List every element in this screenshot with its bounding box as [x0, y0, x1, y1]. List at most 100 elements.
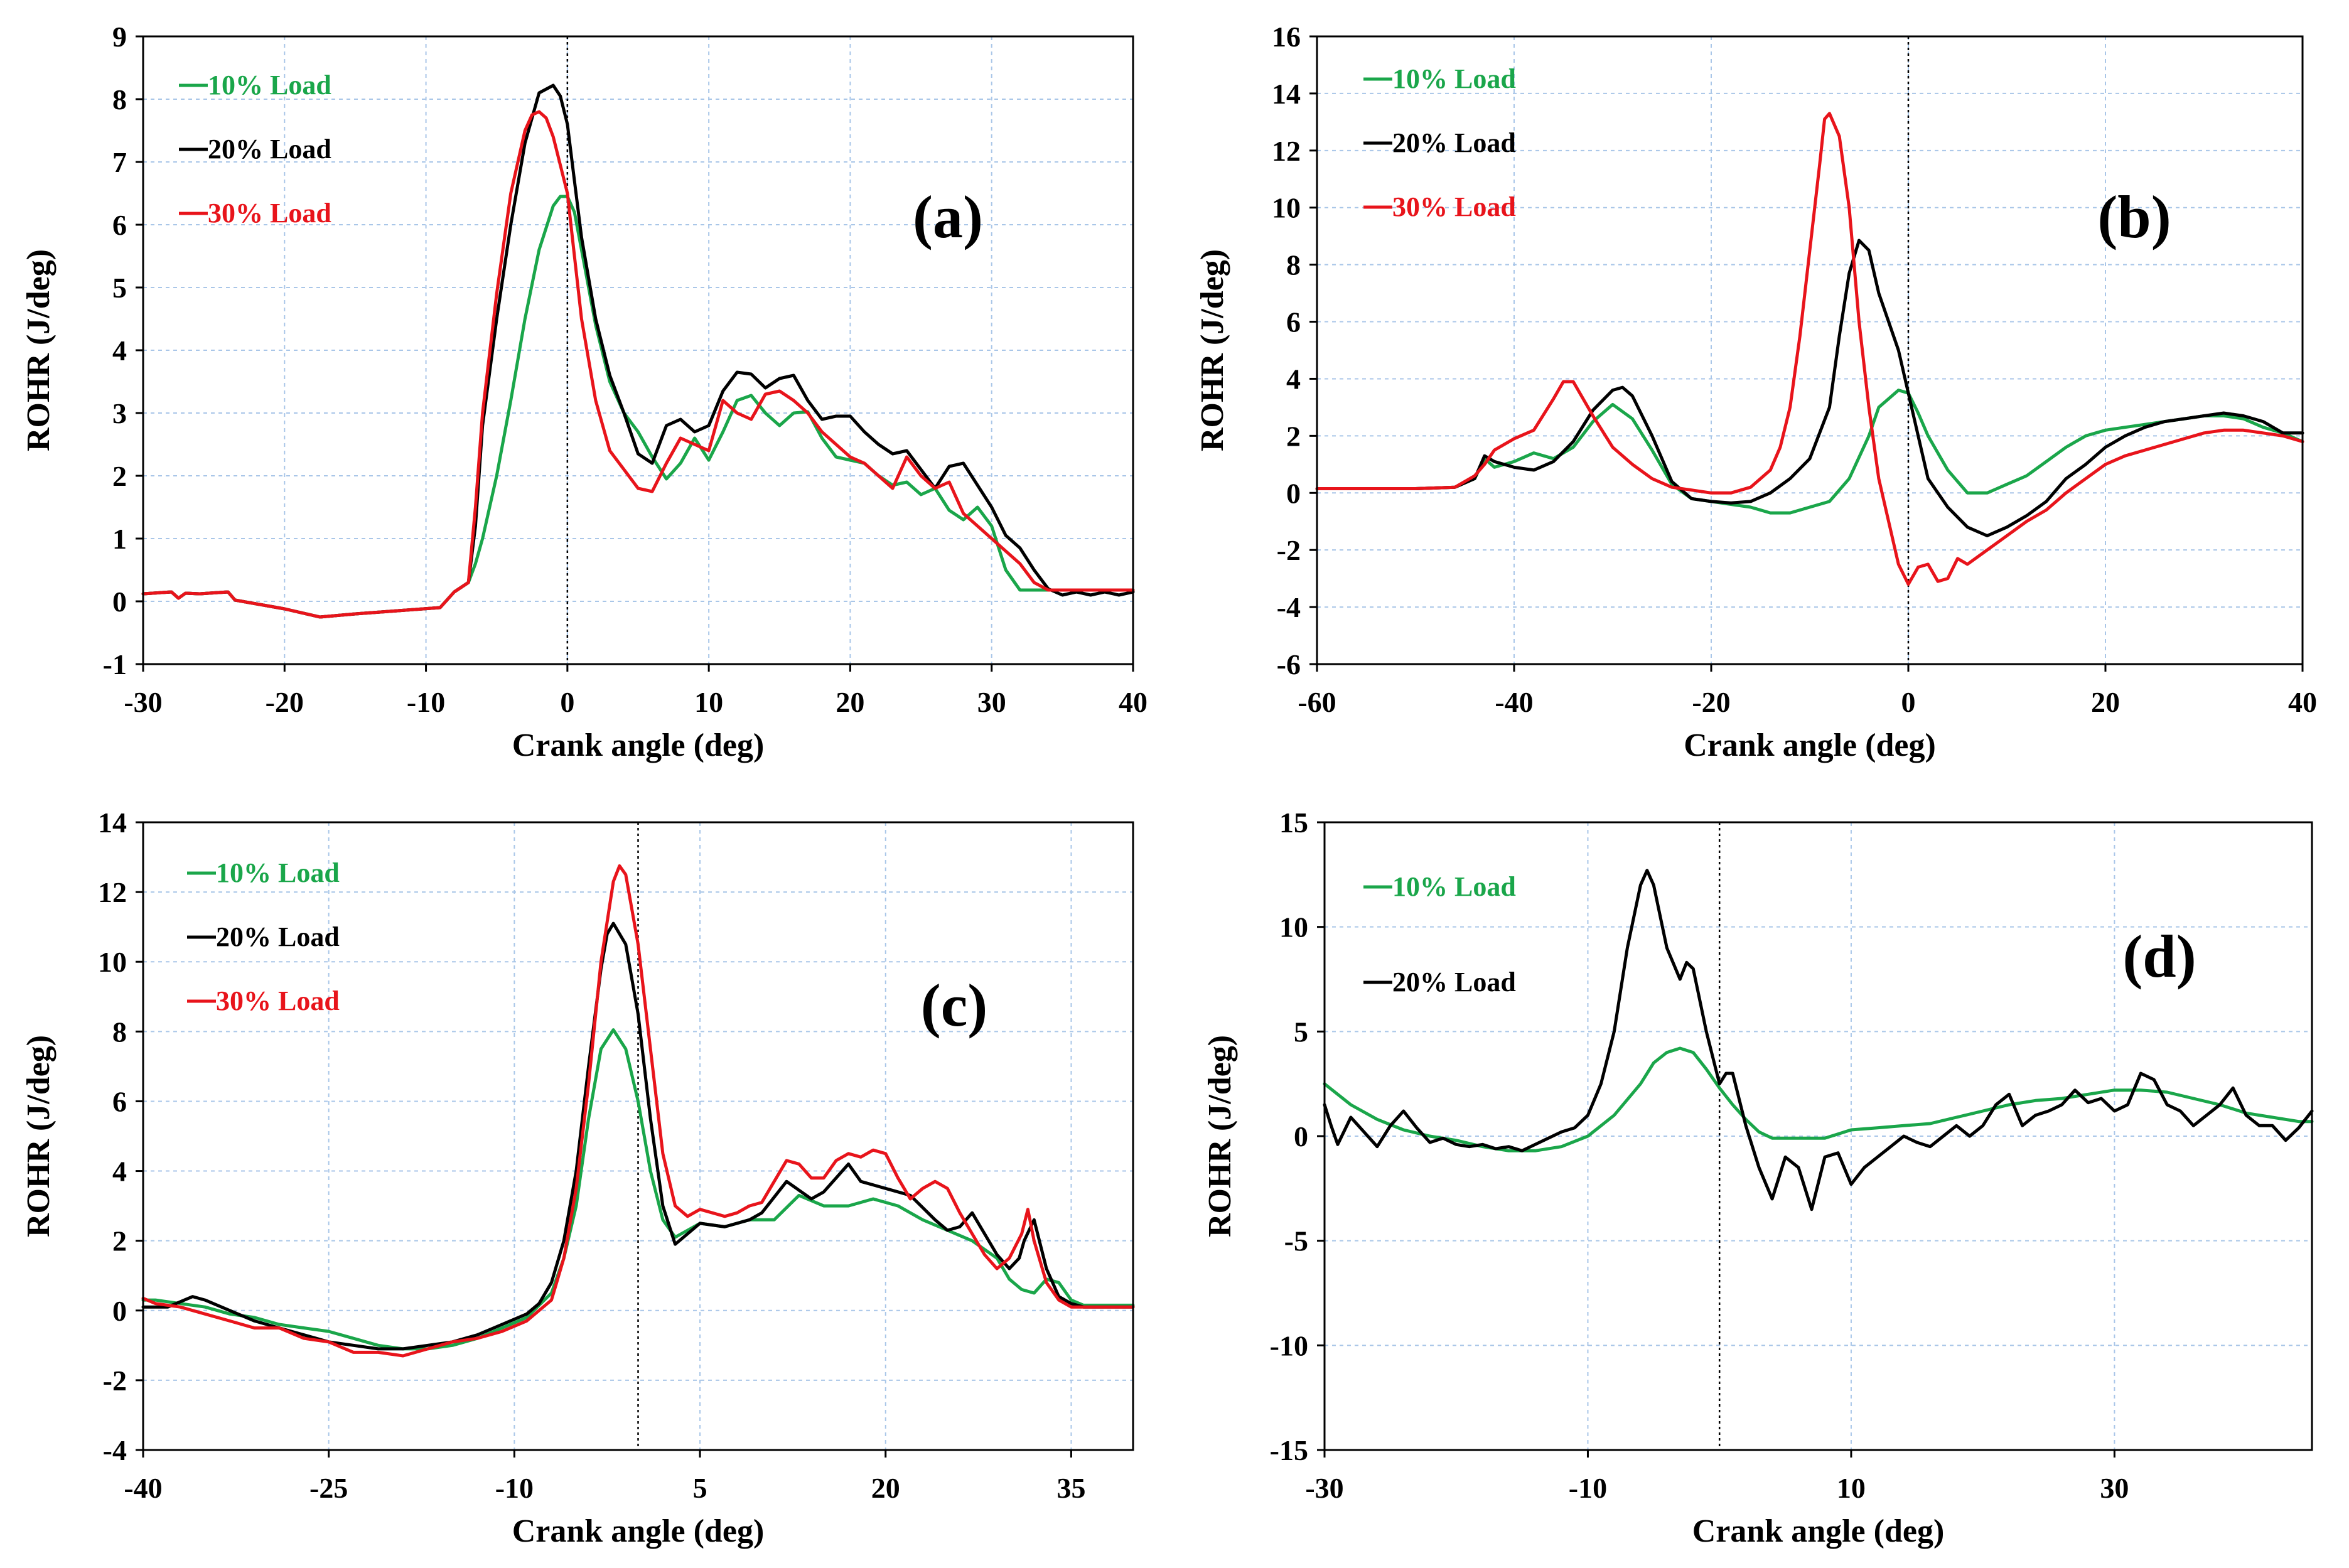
y-tick-label: 0	[112, 586, 127, 618]
x-tick-label: 20	[836, 686, 864, 718]
x-tick-label: -20	[266, 686, 304, 718]
y-tick-label: 14	[98, 807, 127, 839]
y-tick-label: -1	[103, 648, 127, 680]
y-tick-label: 10	[98, 946, 127, 978]
plot-area	[1317, 36, 2303, 664]
y-tick-label: 2	[112, 460, 127, 492]
series-line-20-load	[1323, 869, 2314, 1211]
series-line-30-load	[141, 110, 1135, 619]
y-tick-label: 14	[1272, 78, 1301, 110]
y-tick-label: 4	[1286, 363, 1301, 395]
x-tick-label: 20	[2091, 686, 2120, 718]
legend-entry: 30% Load	[216, 985, 340, 1016]
y-tick-label: 6	[112, 209, 127, 241]
legend-entry: 10% Load	[1392, 63, 1516, 94]
y-tick-label: 15	[1279, 807, 1308, 839]
legend-entry: 20% Load	[1392, 127, 1516, 158]
y-tick-label: 10	[1279, 911, 1308, 943]
y-tick-label: 1	[112, 523, 127, 555]
y-tick-label: 2	[112, 1225, 127, 1257]
y-tick-label: 6	[1286, 306, 1301, 338]
y-tick-label: 8	[112, 83, 127, 115]
y-tick-label: -2	[103, 1365, 127, 1397]
x-tick-label: -10	[1569, 1472, 1607, 1504]
y-axis-label: ROHR (J/deg)	[21, 1035, 56, 1237]
x-tick-label: -40	[124, 1472, 162, 1504]
legend-entry: 20% Load	[208, 134, 331, 164]
x-tick-label: -30	[124, 686, 162, 718]
y-tick-label: 0	[1286, 477, 1301, 509]
x-tick-label: 40	[2288, 686, 2317, 718]
x-tick-label: 0	[560, 686, 574, 718]
y-tick-label: 5	[1294, 1016, 1308, 1048]
series-line-30-load	[141, 864, 1135, 1358]
y-tick-label: -6	[1277, 648, 1301, 680]
plot-area	[143, 36, 1133, 664]
y-tick-label: 16	[1272, 21, 1301, 53]
x-tick-label: 30	[2100, 1472, 2129, 1504]
y-tick-label: 12	[1272, 135, 1301, 167]
legend-entry: 20% Load	[1392, 967, 1516, 997]
panel-label: (a)	[913, 183, 983, 250]
x-tick-label: -60	[1298, 686, 1336, 718]
x-tick-label: 35	[1056, 1472, 1085, 1504]
x-tick-label: 10	[1837, 1472, 1866, 1504]
y-tick-label: -15	[1270, 1434, 1308, 1466]
y-tick-label: -4	[1277, 591, 1301, 623]
legend-entry: 20% Load	[216, 921, 340, 952]
y-tick-label: 0	[1294, 1120, 1308, 1152]
y-tick-label: -5	[1284, 1225, 1308, 1257]
y-tick-label: 4	[112, 1156, 127, 1188]
x-axis-label: Crank angle (deg)	[1692, 1513, 1945, 1549]
y-tick-label: 0	[112, 1295, 127, 1327]
x-tick-label: 30	[977, 686, 1006, 718]
y-tick-label: 9	[112, 21, 127, 53]
x-tick-label: -10	[407, 686, 445, 718]
x-tick-label: -30	[1305, 1472, 1343, 1504]
legend-entry: 10% Load	[1392, 871, 1516, 902]
y-tick-label: -4	[103, 1434, 127, 1466]
y-tick-label: 8	[112, 1016, 127, 1048]
x-axis-label: Crank angle (deg)	[1684, 728, 1936, 763]
chart-panel-4: -30 -10 10 30 -15 -10 -5 0 5 10 15 Crank angle (deg…	[1202, 807, 2314, 1549]
x-tick-label: -20	[1692, 686, 1730, 718]
series-line-10-load	[1315, 389, 2304, 515]
y-tick-label: -10	[1270, 1329, 1308, 1361]
y-tick-label: 12	[98, 876, 127, 908]
y-tick-label: 8	[1286, 249, 1301, 281]
y-tick-label: 5	[112, 272, 127, 304]
x-axis-label: Crank angle (deg)	[512, 728, 765, 763]
x-tick-label: 5	[693, 1472, 707, 1504]
chart-panel-3: -40 -25 -10 5 20 35 -4 -2 0 2 4 6 8 10 12 14 Crank angle…	[21, 807, 1135, 1549]
y-tick-label: -2	[1277, 534, 1301, 566]
legend-entry: 10% Load	[208, 70, 331, 100]
panel-label: (b)	[2097, 183, 2171, 250]
x-tick-label: -40	[1495, 686, 1533, 718]
x-tick-label: 0	[1901, 686, 1916, 718]
y-axis-label: ROHR (J/deg)	[1195, 249, 1230, 451]
legend-entry: 30% Load	[208, 198, 331, 228]
y-axis-label: ROHR (J/deg)	[1202, 1035, 1238, 1237]
x-tick-label: -25	[309, 1472, 348, 1504]
y-tick-label: 3	[112, 397, 127, 429]
panel-label: (c)	[921, 972, 988, 1039]
y-tick-label: 10	[1272, 192, 1301, 224]
series-line-10-load	[1323, 1046, 2314, 1152]
plot-frame	[142, 821, 1134, 1451]
y-axis-label: ROHR (J/deg)	[21, 249, 56, 451]
panel-label: (d)	[2122, 923, 2196, 990]
y-tick-label: 4	[112, 335, 127, 367]
legend-entry: 10% Load	[216, 857, 340, 888]
y-tick-label: 2	[1286, 420, 1301, 452]
plot-frame	[1316, 35, 2304, 665]
series-line-20-load	[141, 921, 1135, 1351]
y-tick-label: 6	[112, 1085, 127, 1117]
y-tick-label: 7	[112, 146, 127, 178]
plot-area	[143, 822, 1133, 1450]
x-tick-label: 20	[871, 1472, 900, 1504]
x-tick-label: 40	[1119, 686, 1148, 718]
